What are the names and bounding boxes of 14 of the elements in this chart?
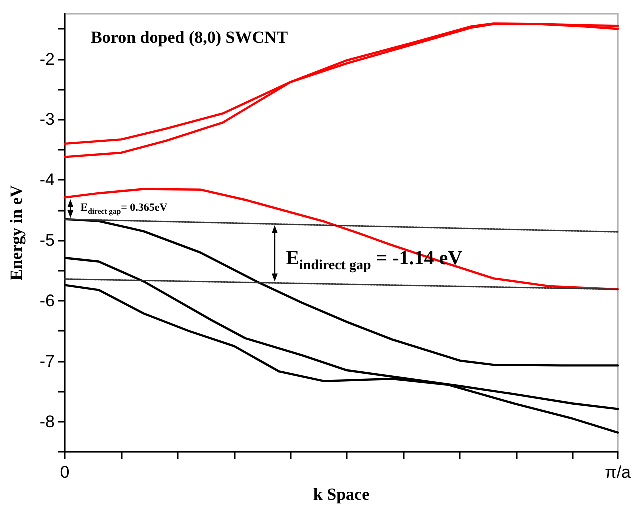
x-axis-title: k Space (313, 485, 370, 504)
y-tick-label: -3 (40, 110, 55, 130)
y-tick-label: -2 (40, 50, 55, 69)
x-tick-label: 0 (60, 463, 70, 482)
y-axis-title: Energy in eV (7, 184, 26, 281)
y-tick-label: -7 (40, 352, 55, 371)
text: Boron doped (8,0) SWCNT (91, 28, 289, 47)
y-tick-label: -5 (40, 231, 55, 250)
y-tick-label: -6 (40, 292, 55, 311)
y-tick-label: -8 (40, 412, 55, 432)
annotation: E$_{indirect gap}$ = -1.14 eV (286, 247, 463, 274)
x-tick-label: π/a (605, 463, 632, 482)
annotation: E$_{direct gap}$= 0.365eV (80, 201, 168, 216)
y-tick-label: -4 (40, 170, 55, 190)
